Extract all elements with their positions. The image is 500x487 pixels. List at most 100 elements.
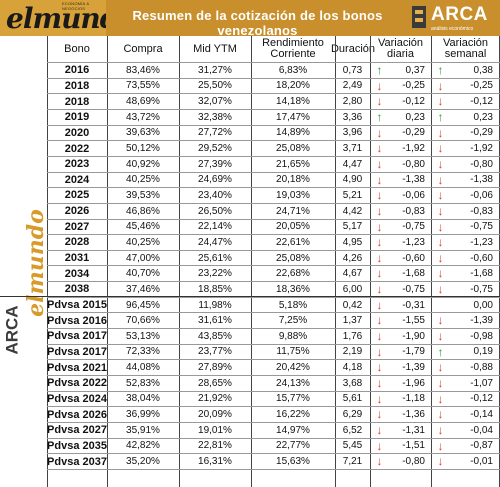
cell-rend: 24,71%: [276, 205, 310, 217]
elmundo-logo: ECONOMÍA & NEGOCIOS elmundo: [0, 0, 137, 36]
cell-bono: 2034: [64, 267, 90, 280]
cell-compra: 50,12%: [126, 143, 160, 155]
cell-dur: 5,17: [342, 221, 363, 233]
cell-compra: 35,20%: [126, 456, 160, 468]
cell-vd: -1,92: [402, 143, 425, 155]
cell-dur: 4,67: [342, 268, 363, 280]
arrow-down-icon: ↓: [376, 313, 383, 328]
cell-bono: 2019: [64, 111, 90, 124]
title-bar: ECONOMÍA & NEGOCIOS elmundo Resumen de l…: [0, 0, 500, 38]
cell-vd: -0,60: [402, 252, 425, 264]
table-row: 2019 43,72% 32,38% 17,47% 3,36 0,23 ↑ 0,23 ↑: [0, 109, 500, 125]
arrow-down-icon: ↓: [437, 156, 444, 171]
cell-dur: 0,42: [342, 299, 363, 311]
cell-dur: 6,00: [342, 283, 363, 295]
cell-vs: -0,88: [470, 362, 493, 374]
row-divider: [47, 343, 500, 345]
table-row: 2028 40,25% 24,47% 22,61% 4,95 -1,23 ↓ -1,23 ↓: [0, 235, 500, 251]
cell-vs: -0,04: [470, 424, 493, 436]
cell-dur: 3,96: [342, 127, 363, 139]
grid-line: [335, 36, 336, 487]
cell-dur: 4,95: [342, 236, 363, 248]
cell-dur: 4,26: [342, 252, 363, 264]
row-divider: [47, 171, 500, 173]
cell-vd: -1,68: [402, 268, 425, 280]
cell-rend: 21,65%: [276, 158, 310, 170]
cell-bono: Pdvsa 2027: [47, 424, 107, 437]
arrow-down-icon: ↓: [376, 78, 383, 93]
table-row: 2023 40,92% 27,39% 21,65% 4,47 -0,80 ↓ -0,80 ↓: [0, 156, 500, 172]
cell-vd: 0,23: [405, 111, 425, 123]
cell-ytm: 22,81%: [198, 440, 232, 452]
cell-rend: 25,08%: [276, 252, 310, 264]
cell-vd: -0,80: [402, 456, 425, 468]
arca-brand-text: ARCA: [431, 4, 488, 25]
cell-vd: -1,90: [402, 330, 425, 342]
cell-vd: 0,37: [405, 64, 425, 76]
cell-rend: 22,77%: [276, 440, 310, 452]
cell-vd: -0,12: [402, 96, 425, 108]
arrow-down-icon: ↓: [437, 219, 444, 234]
cell-vs: 0,19: [473, 346, 493, 358]
arrow-down-icon: ↓: [437, 438, 444, 453]
row-divider: [47, 265, 500, 267]
cell-compra: 70,66%: [126, 315, 160, 327]
cell-bono: Pdvsa 2026: [47, 408, 107, 421]
table-row: Pdvsa 2024 38,04% 21,92% 15,77% 5,61 -1,18 ↓ -0…: [0, 391, 500, 407]
cell-ytm: 21,92%: [198, 393, 232, 405]
grid-line: [179, 36, 180, 487]
cell-dur: 2,80: [342, 96, 363, 108]
row-divider: [47, 124, 500, 126]
header-variacion-diaria: Variación diaria: [377, 37, 424, 60]
arrow-down-icon: ↓: [376, 235, 383, 250]
row-divider: [47, 249, 500, 251]
cell-rend: 18,36%: [276, 283, 310, 295]
cell-ytm: 22,14%: [198, 221, 232, 233]
cell-bono: 2023: [64, 158, 90, 171]
table-row: 2027 45,46% 22,14% 20,05% 5,17 -0,75 ↓ -0,75 ↓: [0, 219, 500, 235]
cell-dur: 6,52: [342, 424, 363, 436]
cell-rend: 14,89%: [276, 127, 310, 139]
arca-mark-icon: [412, 6, 426, 28]
arrow-down-icon: ↓: [437, 125, 444, 140]
grid-line: [47, 36, 48, 487]
cell-compra: 39,63%: [126, 127, 160, 139]
grid-line: [370, 36, 371, 487]
row-divider: [47, 312, 500, 314]
cell-rend: 22,68%: [276, 268, 310, 280]
cell-ytm: 24,47%: [198, 236, 232, 248]
cell-ytm: 23,40%: [198, 189, 232, 201]
row-divider: [47, 296, 500, 298]
arrow-down-icon: ↓: [376, 219, 383, 234]
cell-compra: 96,45%: [126, 299, 160, 311]
cell-vd: -1,36: [402, 409, 425, 421]
arrow-down-icon: ↓: [437, 313, 444, 328]
cell-rend: 9,88%: [278, 330, 308, 342]
arrow-down-icon: ↓: [437, 422, 444, 437]
cell-bono: Pdvsa 2024: [47, 392, 107, 405]
row-divider: [47, 437, 500, 439]
cell-compra: 40,25%: [126, 174, 160, 186]
arrow-down-icon: ↓: [376, 282, 383, 297]
cell-compra: 35,91%: [126, 424, 160, 436]
section-divider: [0, 295, 500, 297]
cell-vs: -0,87: [470, 440, 493, 452]
cell-dur: 3,71: [342, 143, 363, 155]
cell-dur: 6,29: [342, 409, 363, 421]
cell-compra: 40,25%: [126, 236, 160, 248]
row-divider: [47, 359, 500, 361]
title-banner: Resumen de la cotización de los bonos ve…: [106, 0, 409, 38]
cell-vd: -1,18: [402, 393, 425, 405]
cell-dur: 7,21: [342, 456, 363, 468]
cell-bono: 2024: [64, 173, 90, 186]
arca-logo: ARCA análisis económico: [409, 0, 500, 36]
arrow-down-icon: ↓: [437, 454, 444, 469]
grid-line: [251, 36, 252, 487]
arrow-up-icon: ↑: [437, 344, 444, 359]
arrow-down-icon: ↓: [437, 407, 444, 422]
cell-bono: 2025: [64, 189, 90, 202]
arrow-down-icon: ↓: [437, 188, 444, 203]
cell-vs: -0,75: [470, 221, 493, 233]
cell-compra: 39,53%: [126, 189, 160, 201]
arrow-up-icon: ↑: [437, 63, 444, 77]
